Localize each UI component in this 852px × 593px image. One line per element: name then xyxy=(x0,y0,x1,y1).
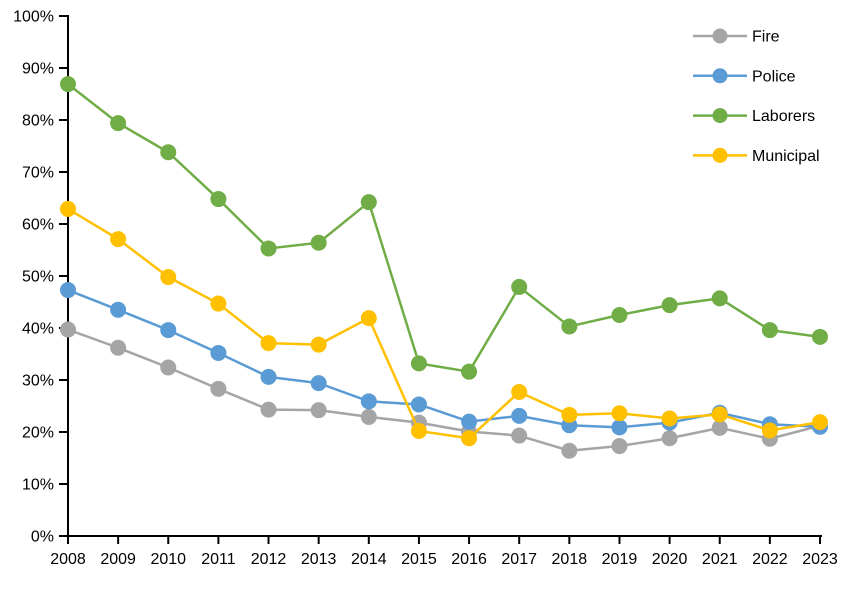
data-point-municipal-2010 xyxy=(160,269,177,286)
x-axis-tick-label: 2011 xyxy=(201,551,236,568)
data-point-fire-2018 xyxy=(561,442,578,459)
data-point-police-2009 xyxy=(110,301,127,318)
data-point-fire-2009 xyxy=(110,339,127,356)
y-axis-tick-label: 70% xyxy=(22,165,54,182)
y-axis-tick-label: 90% xyxy=(22,61,54,78)
data-point-laborers-2014 xyxy=(360,194,377,211)
x-axis-tick-label: 2014 xyxy=(351,551,387,568)
x-axis-tick-label: 2018 xyxy=(552,551,588,568)
legend-marker-fire xyxy=(712,28,728,44)
data-point-fire-2013 xyxy=(310,402,327,419)
data-point-laborers-2022 xyxy=(761,322,778,339)
x-axis-tick-label: 2010 xyxy=(150,551,186,568)
data-point-laborers-2019 xyxy=(611,307,628,323)
x-axis-tick-label: 2022 xyxy=(752,551,788,568)
y-axis-tick-label: 0% xyxy=(31,529,54,546)
y-axis-tick-label: 100% xyxy=(13,9,54,26)
data-point-laborers-2013 xyxy=(310,234,327,251)
data-point-police-2019 xyxy=(611,419,628,436)
data-point-municipal-2019 xyxy=(611,405,628,422)
data-point-municipal-2021 xyxy=(711,406,728,423)
data-point-fire-2017 xyxy=(511,427,528,444)
data-point-municipal-2020 xyxy=(661,410,678,427)
data-point-municipal-2017 xyxy=(511,383,528,400)
data-point-laborers-2010 xyxy=(160,144,177,161)
x-axis-tick-label: 2008 xyxy=(50,551,86,568)
y-axis-tick-label: 10% xyxy=(22,477,54,494)
data-point-fire-2021 xyxy=(711,419,728,436)
x-axis-tick-label: 2015 xyxy=(401,551,437,568)
data-point-fire-2010 xyxy=(160,359,177,376)
data-point-municipal-2011 xyxy=(210,295,227,312)
series-line-municipal xyxy=(66,207,822,440)
x-axis-tick-label: 2016 xyxy=(451,551,487,568)
data-point-laborers-2020 xyxy=(661,297,678,314)
series-line-fire xyxy=(66,328,822,452)
data-point-fire-2020 xyxy=(661,430,678,447)
data-point-municipal-2014 xyxy=(360,310,377,327)
legend-label-fire: Fire xyxy=(752,29,780,46)
data-point-laborers-2016 xyxy=(461,363,478,380)
data-point-police-2010 xyxy=(160,322,177,339)
x-axis-tick-label: 2023 xyxy=(802,551,838,568)
data-point-laborers-2008 xyxy=(60,76,76,93)
y-axis-tick-label: 20% xyxy=(22,425,54,442)
legend-label-police: Police xyxy=(752,68,796,85)
data-point-police-2016 xyxy=(461,413,478,430)
y-axis-tick-label: 50% xyxy=(22,269,54,286)
legend-marker-laborers xyxy=(712,108,728,124)
data-point-municipal-2012 xyxy=(260,335,277,352)
data-point-fire-2019 xyxy=(611,438,628,455)
data-point-police-2011 xyxy=(210,344,227,361)
data-point-laborers-2018 xyxy=(561,318,578,335)
y-axis-tick-label: 30% xyxy=(22,373,54,390)
legend-marker-police xyxy=(712,68,728,84)
data-point-laborers-2011 xyxy=(210,191,227,208)
x-axis-tick-label: 2021 xyxy=(702,551,738,568)
data-point-laborers-2012 xyxy=(260,240,277,257)
data-point-laborers-2023 xyxy=(812,328,828,345)
data-point-municipal-2016 xyxy=(461,430,478,447)
data-point-municipal-2023 xyxy=(812,414,828,431)
data-point-municipal-2008 xyxy=(60,200,76,217)
x-axis-tick-label: 2009 xyxy=(100,551,136,568)
x-axis-tick-label: 2020 xyxy=(652,551,688,568)
data-point-fire-2008 xyxy=(60,321,76,338)
data-point-municipal-2015 xyxy=(410,422,427,439)
data-point-municipal-2018 xyxy=(561,406,578,423)
y-axis-tick-label: 60% xyxy=(22,217,54,234)
data-point-municipal-2022 xyxy=(761,422,778,439)
x-axis-tick-label: 2019 xyxy=(602,551,638,568)
series-line-police xyxy=(66,288,822,429)
data-point-police-2014 xyxy=(360,393,377,410)
y-axis-tick-label: 80% xyxy=(22,113,54,130)
y-axis-tick-label: 40% xyxy=(22,321,54,338)
data-point-laborers-2017 xyxy=(511,278,528,295)
data-point-police-2008 xyxy=(60,282,76,299)
data-point-laborers-2021 xyxy=(711,290,728,307)
data-point-fire-2012 xyxy=(260,401,277,418)
data-point-laborers-2015 xyxy=(410,355,427,372)
data-point-municipal-2013 xyxy=(310,336,327,353)
data-point-police-2013 xyxy=(310,375,327,392)
x-axis-tick-label: 2013 xyxy=(301,551,337,568)
data-point-municipal-2009 xyxy=(110,231,127,248)
legend-label-municipal: Municipal xyxy=(752,148,820,165)
legend-marker-municipal xyxy=(712,147,728,163)
data-point-fire-2014 xyxy=(360,408,377,425)
x-axis-tick-label: 2012 xyxy=(251,551,287,568)
data-point-police-2017 xyxy=(511,407,528,424)
data-point-laborers-2009 xyxy=(110,115,127,132)
x-axis-tick-label: 2017 xyxy=(501,551,537,568)
legend-label-laborers: Laborers xyxy=(752,108,815,125)
data-point-fire-2011 xyxy=(210,380,227,397)
series-line-laborers xyxy=(66,82,822,373)
data-point-police-2012 xyxy=(260,368,277,385)
data-point-police-2015 xyxy=(410,396,427,413)
